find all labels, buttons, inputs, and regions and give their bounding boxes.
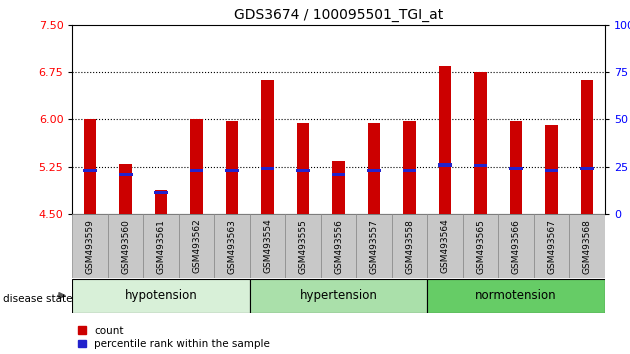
- Bar: [250, 279, 427, 313]
- Bar: [427, 214, 463, 278]
- Text: GSM493566: GSM493566: [512, 219, 520, 274]
- Bar: [439, 66, 451, 214]
- Bar: [250, 214, 285, 278]
- Bar: [296, 169, 310, 172]
- Bar: [474, 164, 488, 167]
- Bar: [368, 122, 381, 214]
- Bar: [357, 214, 392, 278]
- Bar: [332, 173, 345, 176]
- Bar: [83, 169, 97, 172]
- Bar: [214, 214, 250, 278]
- Text: GSM493561: GSM493561: [157, 219, 166, 274]
- Title: GDS3674 / 100095501_TGI_at: GDS3674 / 100095501_TGI_at: [234, 8, 444, 22]
- Bar: [120, 164, 132, 214]
- Bar: [261, 167, 275, 171]
- Text: disease state: disease state: [3, 294, 72, 304]
- Bar: [226, 169, 239, 172]
- Text: GSM493557: GSM493557: [370, 219, 379, 274]
- Text: hypotension: hypotension: [125, 289, 198, 302]
- Bar: [72, 279, 250, 313]
- Bar: [297, 123, 309, 214]
- Bar: [546, 125, 558, 214]
- Bar: [580, 167, 594, 171]
- Legend: count, percentile rank within the sample: count, percentile rank within the sample: [77, 326, 270, 349]
- Text: GSM493556: GSM493556: [334, 219, 343, 274]
- Bar: [119, 173, 132, 176]
- Text: normotension: normotension: [475, 289, 557, 302]
- Text: hypertension: hypertension: [300, 289, 377, 302]
- Bar: [333, 160, 345, 214]
- Bar: [367, 169, 381, 172]
- Bar: [403, 169, 416, 172]
- Text: GSM493563: GSM493563: [227, 219, 237, 274]
- Bar: [403, 121, 416, 214]
- Text: GSM493559: GSM493559: [86, 219, 94, 274]
- Bar: [108, 214, 144, 278]
- Bar: [498, 214, 534, 278]
- Bar: [392, 214, 427, 278]
- Bar: [581, 80, 593, 214]
- Bar: [534, 214, 570, 278]
- Bar: [190, 169, 203, 172]
- Text: GSM493558: GSM493558: [405, 219, 414, 274]
- Bar: [190, 119, 203, 214]
- Text: GSM493555: GSM493555: [299, 219, 307, 274]
- Bar: [509, 167, 523, 171]
- Text: GSM493567: GSM493567: [547, 219, 556, 274]
- Bar: [321, 214, 357, 278]
- Text: GSM493565: GSM493565: [476, 219, 485, 274]
- Bar: [510, 121, 522, 214]
- Bar: [179, 214, 214, 278]
- Text: GSM493562: GSM493562: [192, 219, 201, 273]
- Bar: [84, 119, 96, 214]
- Text: GSM493564: GSM493564: [440, 219, 450, 273]
- Bar: [463, 214, 498, 278]
- Text: GSM493560: GSM493560: [121, 219, 130, 274]
- Bar: [438, 163, 452, 167]
- Bar: [154, 191, 168, 194]
- Bar: [474, 72, 487, 214]
- Text: GSM493554: GSM493554: [263, 219, 272, 273]
- Bar: [427, 279, 605, 313]
- Bar: [226, 121, 238, 214]
- Bar: [155, 190, 168, 214]
- Bar: [144, 214, 179, 278]
- Text: GSM493568: GSM493568: [583, 219, 592, 274]
- Bar: [545, 169, 558, 172]
- Bar: [570, 214, 605, 278]
- Bar: [261, 80, 274, 214]
- Bar: [285, 214, 321, 278]
- Bar: [72, 214, 108, 278]
